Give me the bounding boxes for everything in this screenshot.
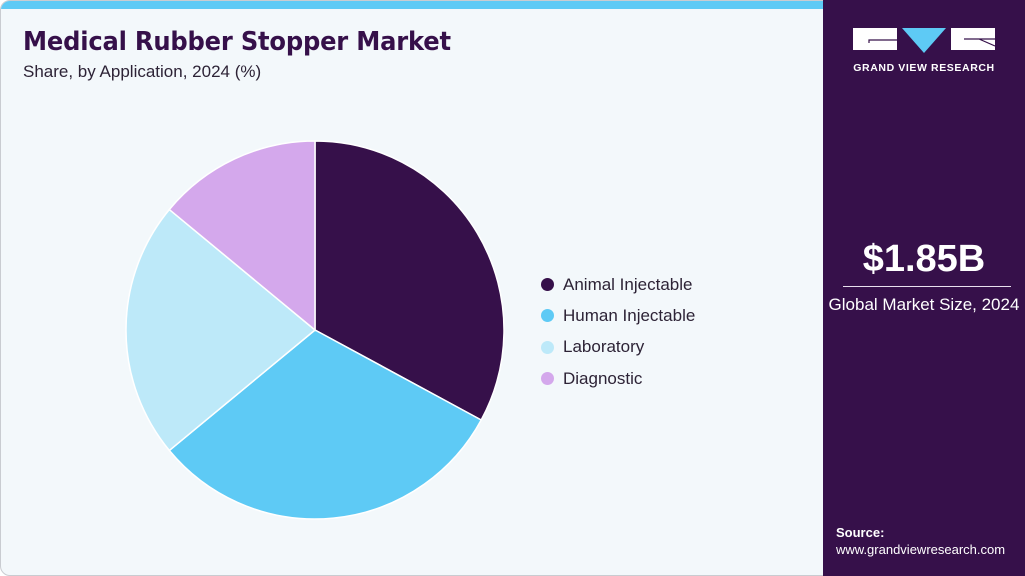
pie-slice-animal-injectable <box>314 140 505 422</box>
chart-legend: Animal Injectable Human Injectable Labor… <box>541 269 695 394</box>
market-size-value: $1.85B <box>862 238 986 280</box>
source-link[interactable]: www.grandviewresearch.com <box>836 542 1006 557</box>
legend-swatch <box>541 278 554 292</box>
gvr-logo-icon <box>853 28 996 53</box>
pie-slice-diagnostic <box>168 140 316 332</box>
brand-logo: GRAND VIEW RESEARCH <box>853 28 996 74</box>
chart-subtitle: Share, by Application, 2024 (%) <box>23 62 262 81</box>
legend-item-human-injectable: Human Injectable <box>541 300 695 331</box>
legend-swatch <box>541 309 554 323</box>
legend-label: Animal Injectable <box>563 274 693 294</box>
legend-label: Diagnostic <box>563 368 643 388</box>
source-label: Source: <box>836 525 885 540</box>
accent-bar <box>1 1 824 9</box>
sidebar-panel: GRAND VIEW RESEARCH $1.85B Global Market… <box>823 0 1025 576</box>
brand-name: GRAND VIEW RESEARCH <box>853 62 995 74</box>
market-size-label: Global Market Size, 2024 <box>828 295 1020 314</box>
legend-item-laboratory: Laboratory <box>541 332 695 363</box>
chart-title: Medical Rubber Stopper Market <box>23 27 451 57</box>
legend-item-animal-injectable: Animal Injectable <box>541 269 695 300</box>
pie-slice-human-injectable <box>168 329 483 520</box>
pie-slice-laboratory <box>125 208 317 452</box>
legend-item-diagnostic: Diagnostic <box>541 363 695 394</box>
legend-swatch <box>541 340 554 354</box>
legend-label: Human Injectable <box>563 305 696 325</box>
legend-label: Laboratory <box>563 337 645 357</box>
legend-swatch <box>541 372 554 386</box>
divider <box>843 286 1011 287</box>
pie-chart <box>125 140 505 520</box>
